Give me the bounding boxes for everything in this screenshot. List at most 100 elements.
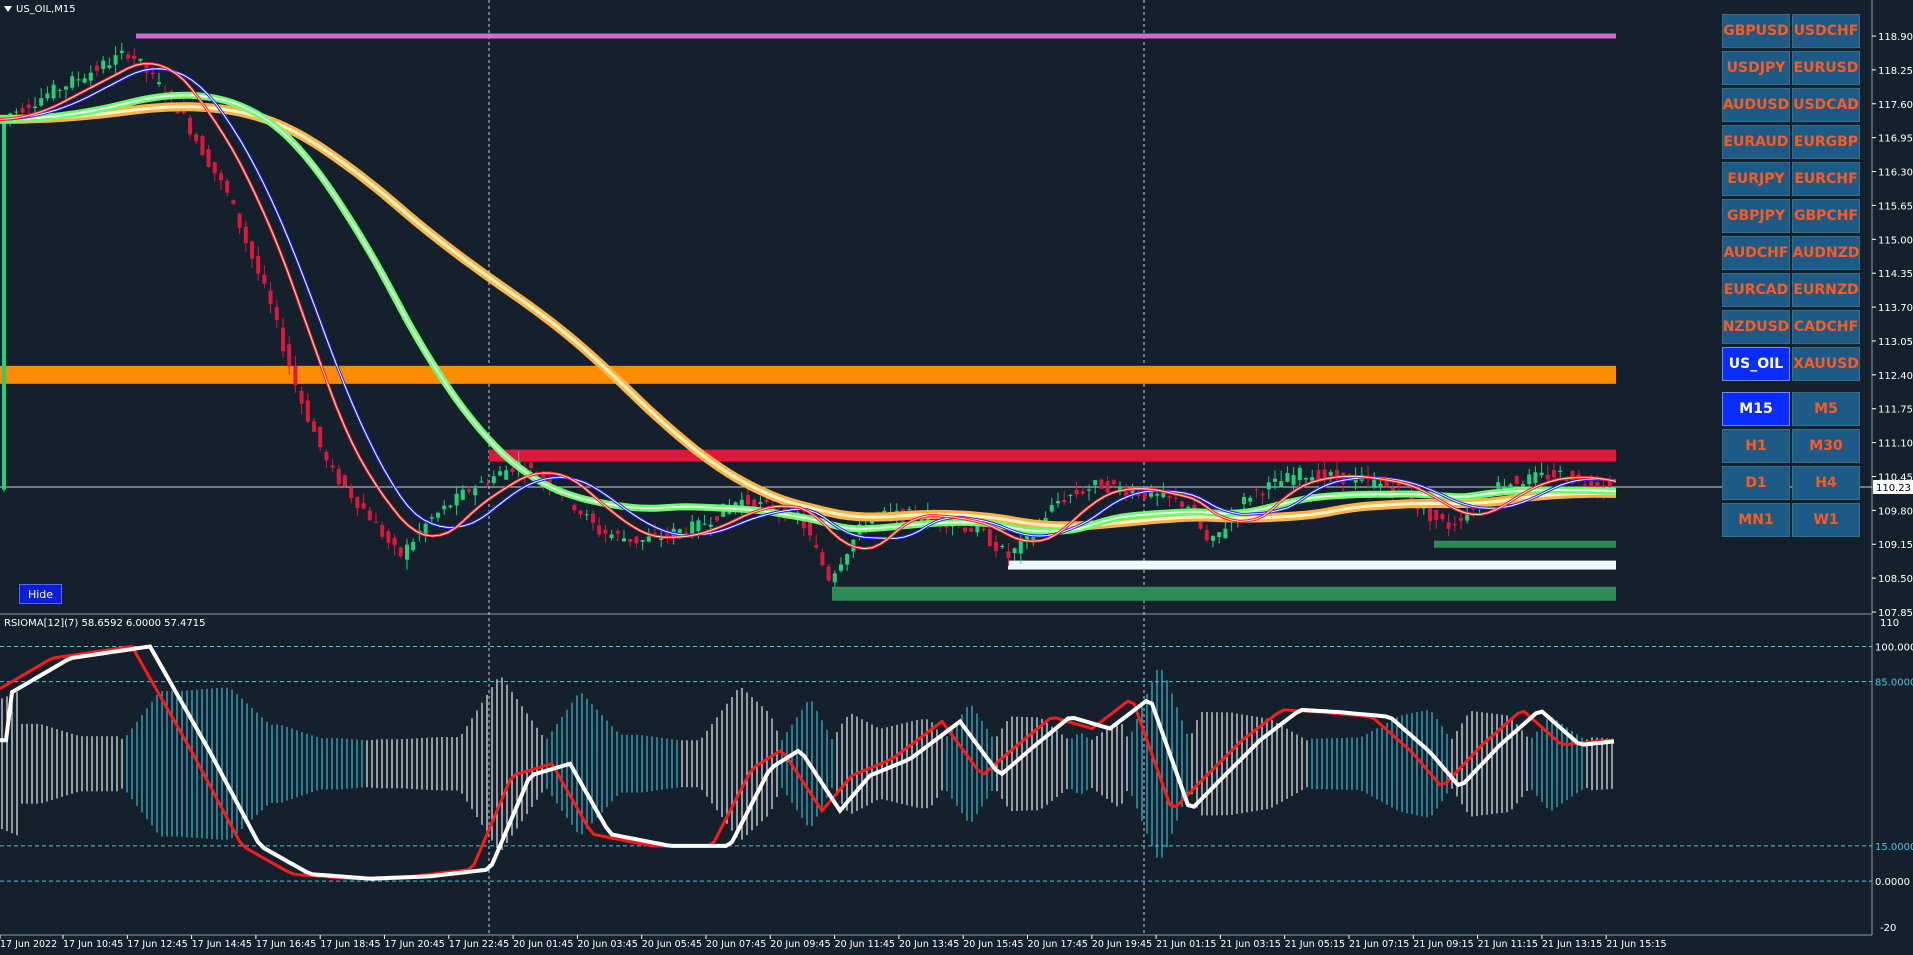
candle-body [318,426,323,448]
timeframe-button-m5[interactable]: M5 [1792,392,1860,426]
time-axis-label: 20 Jun 01:45 [513,939,573,950]
symbol-button-eurjpy[interactable]: EURJPY [1722,162,1790,196]
symbol-button-audnzd[interactable]: AUDNZD [1792,236,1860,270]
candle-body [1452,524,1457,526]
time-axis-label: 20 Jun 07:45 [706,939,766,950]
symbol-button-eurcad[interactable]: EURCAD [1722,273,1790,307]
timeframe-button-mn1[interactable]: MN1 [1722,503,1790,537]
candle-body [206,149,211,167]
candle-body [541,473,546,482]
candle-body [1080,491,1085,494]
candle-body [640,540,645,542]
candle-body [188,117,192,135]
candle-body [237,213,242,228]
symbol-button-audchf[interactable]: AUDCHF [1722,236,1790,270]
time-axis-label: 20 Jun 15:45 [963,939,1023,950]
candle-body [26,104,31,109]
timeframe-button-h4[interactable]: H4 [1792,466,1860,500]
candle-body [591,513,595,523]
time-axis-label: 20 Jun 09:45 [770,939,830,950]
candle-body [615,530,620,534]
symbol-button-usdjpy[interactable]: USDJPY [1722,51,1790,85]
time-axis-label: 17 Jun 22:45 [449,939,509,950]
symbol-button-eurgbp[interactable]: EURGBP [1792,125,1860,159]
symbol-button-eurusd[interactable]: EURUSD [1792,51,1860,85]
candle-body [1180,501,1184,507]
candle-body [1310,477,1315,481]
candle-body [1062,499,1067,503]
symbol-button-euraud[interactable]: EURAUD [1722,125,1790,159]
symbol-button-eurnzd[interactable]: EURNZD [1792,273,1860,307]
candle-body [1589,479,1594,490]
indicator-axis-top: 110 [1880,618,1899,629]
candle-body [1502,487,1507,489]
candle-body [1074,489,1079,495]
indicator-level-label: 0.0000 [1875,877,1910,888]
symbol-button-xauusd[interactable]: XAUUSD [1792,347,1860,381]
candle-body [479,481,484,483]
candle-body [200,136,205,156]
candle-body [1211,535,1215,541]
symbol-button-gbpusd[interactable]: GBPUSD [1722,14,1790,48]
time-axis-label: 21 Jun 01:15 [1156,939,1216,950]
candle-body [268,290,273,305]
symbol-button-gbpjpy[interactable]: GBPJPY [1722,199,1790,233]
candle-body [1118,487,1122,491]
candle-body [113,55,118,65]
candle-body [597,525,602,535]
timeframe-button-m30[interactable]: M30 [1792,429,1860,463]
symbol-button-cadchf[interactable]: CADCHF [1792,310,1860,344]
price-axis-label: 113.70 [1878,303,1913,314]
candle-body [423,523,428,536]
candle-body [1173,497,1178,499]
candle-body [1018,538,1023,554]
candle-body [429,517,434,519]
timeframe-button-h1[interactable]: H1 [1722,429,1790,463]
symbol-button-eurchf[interactable]: EURCHF [1792,162,1860,196]
candle-body [1049,505,1054,512]
price-axis-label: 116.95 [1878,134,1913,145]
symbol-button-audusd[interactable]: AUDUSD [1722,88,1790,122]
symbol-button-usdcad[interactable]: USDCAD [1792,88,1860,122]
candle-body [312,421,316,432]
price-axis-label: 116.30 [1878,168,1913,179]
time-axis-label: 20 Jun 11:45 [835,939,895,950]
candle-body [33,106,37,108]
candle-body [603,529,608,534]
candle-body [1459,517,1463,522]
candle-body [653,532,657,534]
timeframe-button-d1[interactable]: D1 [1722,466,1790,500]
candle-body [299,390,304,404]
candle-body [814,544,819,548]
candle-body [1328,472,1333,476]
candle-body [95,65,99,71]
timeframe-button-m15[interactable]: M15 [1722,392,1790,426]
symbol-button-usdchf[interactable]: USDCHF [1792,14,1860,48]
hide-button[interactable]: Hide [19,584,62,604]
candle-body [1279,481,1284,488]
candle-body [287,344,292,367]
candle-body [491,476,496,484]
price-axis-label: 112.40 [1878,371,1913,382]
symbol-button-gbpchf[interactable]: GBPCHF [1792,199,1860,233]
candle-body [994,541,998,551]
candle-body [1539,472,1544,476]
timeframe-button-w1[interactable]: W1 [1792,503,1860,537]
candle-body [119,50,124,53]
candle-body [1006,551,1011,558]
candle-body [1508,484,1513,490]
candle-body [1130,490,1135,494]
collapse-triangle-icon[interactable] [4,6,12,12]
candle-body [392,537,397,546]
candle-body [1533,472,1538,483]
candle-body [2,116,6,490]
candle-body [1397,482,1401,486]
price-axis-label: 114.35 [1878,269,1913,280]
candle-body [1068,494,1073,496]
symbol-button-nzdusd[interactable]: NZDUSD [1722,310,1790,344]
candle-body [324,451,329,461]
symbol-button-us_oil[interactable]: US_OIL [1722,347,1790,381]
price-axis-label: 110.45 [1878,472,1913,483]
time-axis-label: 20 Jun 03:45 [577,939,637,950]
